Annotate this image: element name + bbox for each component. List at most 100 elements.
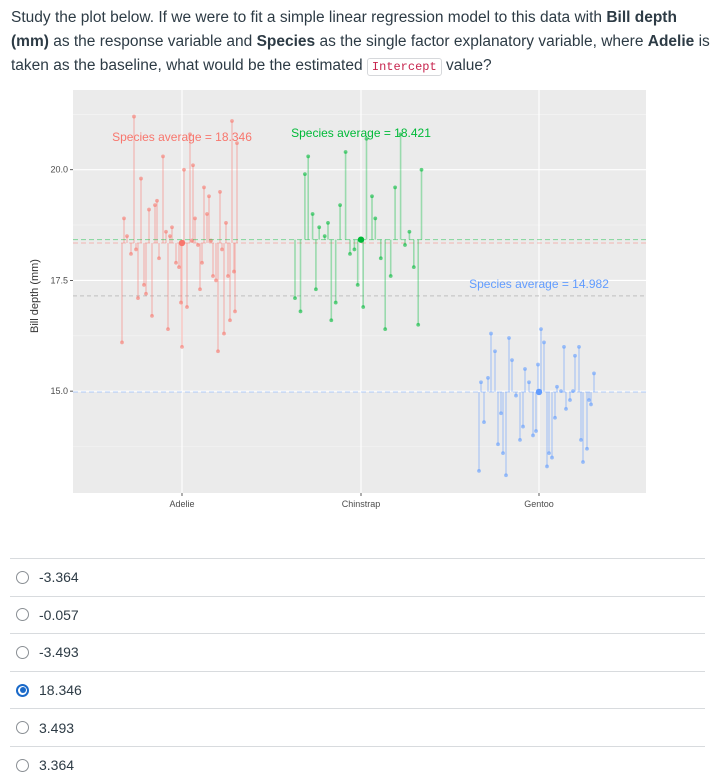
answer-option-2[interactable]: -0.057 (10, 595, 705, 634)
data-point (220, 247, 224, 252)
data-point (200, 260, 204, 265)
data-point (298, 309, 303, 314)
species-mean-point-chinstrap (357, 236, 365, 243)
data-point (329, 318, 334, 323)
data-point (144, 291, 148, 296)
data-point (416, 322, 421, 327)
data-point (587, 398, 591, 402)
data-point (207, 194, 211, 199)
data-point (193, 216, 197, 221)
data-point (553, 415, 557, 420)
data-point (150, 313, 154, 318)
data-point (562, 344, 566, 349)
data-point (564, 406, 568, 411)
plot-panel (73, 90, 646, 493)
data-point (191, 163, 195, 168)
answer-option-6[interactable]: 3.364 (10, 745, 705, 784)
question-part: as the single factor explanatory variabl… (315, 33, 648, 50)
data-point (378, 256, 383, 261)
data-point (496, 442, 500, 447)
data-point (403, 243, 407, 247)
data-point (132, 114, 136, 119)
data-point (592, 371, 596, 376)
question-part: as the response variable and (48, 33, 257, 50)
data-point (196, 243, 200, 247)
radio-button[interactable] (16, 683, 29, 697)
radio-button[interactable] (16, 645, 29, 659)
data-point (180, 344, 184, 349)
data-point (198, 287, 202, 292)
data-point (182, 167, 186, 172)
question-part: value? (441, 57, 492, 74)
answer-option-4[interactable]: 18.346 (10, 670, 705, 709)
answer-option-3[interactable]: -3.493 (10, 633, 705, 671)
data-point (361, 305, 366, 309)
data-point (226, 274, 230, 278)
answer-label: 3.364 (39, 757, 75, 774)
data-point (585, 446, 589, 451)
data-point (486, 375, 490, 380)
answer-label: 3.493 (39, 719, 75, 736)
data-point (493, 349, 497, 354)
data-point (531, 433, 535, 438)
data-point (216, 349, 220, 354)
data-point (155, 198, 159, 203)
y-tick-label: 17.5 (50, 275, 68, 285)
data-point (370, 194, 374, 199)
data-point (527, 380, 531, 385)
question-bold: Adelie (647, 33, 695, 50)
data-point (518, 437, 522, 442)
data-point (164, 229, 168, 234)
data-point (293, 296, 297, 301)
data-point (383, 327, 388, 332)
data-point (504, 473, 508, 478)
data-point (501, 451, 505, 456)
intercept-code: Intercept (366, 58, 442, 76)
data-point (230, 119, 234, 123)
data-point (306, 154, 311, 159)
species-bill-depth-plot: Bill depth (mm) 15.0 17.5 20.0 Adelie Chinst… (29, 90, 646, 509)
species-average-annotation: Species average = 18.346 (112, 130, 252, 144)
data-point (499, 411, 503, 416)
data-point (352, 247, 357, 252)
answer-option-1[interactable]: -3.364 (10, 558, 705, 596)
data-point (232, 269, 236, 274)
data-point (555, 384, 559, 389)
radio-button[interactable] (16, 721, 29, 735)
data-point (355, 282, 360, 287)
data-point (547, 451, 551, 456)
data-point (411, 265, 416, 270)
data-point (228, 318, 232, 323)
question-part: Study the plot below. If we were to fit … (11, 9, 607, 26)
species-average-annotation: Species average = 18.421 (291, 126, 431, 140)
data-point (310, 212, 315, 216)
radio-button[interactable] (16, 758, 29, 772)
data-point (161, 154, 165, 159)
data-point (523, 367, 527, 371)
data-point (205, 212, 209, 216)
data-point (398, 132, 403, 137)
data-point (222, 331, 226, 336)
radio-button[interactable] (16, 608, 29, 622)
data-point (521, 424, 525, 429)
radio-button[interactable] (16, 570, 29, 584)
data-point (507, 336, 511, 340)
data-point (147, 207, 151, 212)
data-point (142, 282, 146, 287)
data-point (514, 393, 518, 398)
answer-label: -3.364 (39, 569, 79, 586)
data-point (314, 287, 318, 292)
data-point (489, 331, 493, 336)
y-axis-label: Bill depth (mm) (29, 259, 41, 333)
data-point (338, 203, 342, 208)
data-point (571, 389, 575, 394)
answer-label: 18.346 (39, 682, 82, 699)
answer-option-5[interactable]: 3.493 (10, 708, 705, 746)
data-point (326, 220, 330, 225)
data-point (545, 464, 549, 469)
data-point (482, 420, 486, 425)
data-point (479, 380, 483, 385)
species-average-annotation: Species average = 14.982 (469, 277, 609, 291)
question-text: Study the plot below. If we were to fit … (11, 6, 711, 79)
x-tick-label: Adelie (169, 499, 194, 509)
